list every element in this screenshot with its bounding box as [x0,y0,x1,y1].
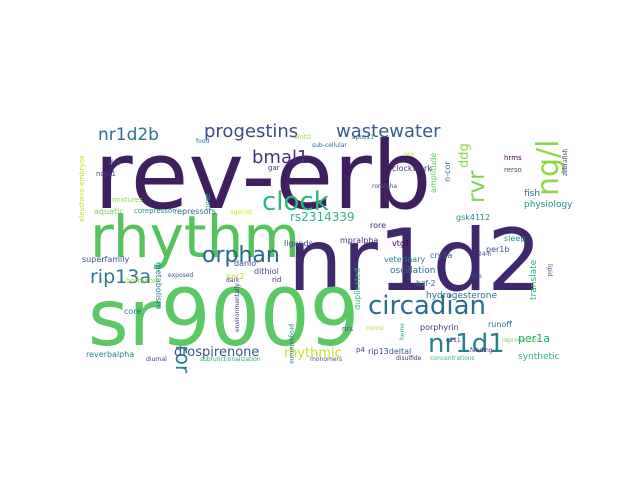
word: ng/l [531,140,566,197]
word: food [196,138,209,145]
word: sex [404,151,415,158]
word: rip13deltal [368,347,411,356]
word: zebrafish [562,148,569,176]
word: drs [108,158,121,167]
word: clock [262,187,329,217]
word: c111 [446,337,461,344]
word: heme [399,323,406,340]
word: drospirenone [174,345,259,360]
word: agonist [230,209,253,216]
word: rid [272,276,281,284]
word: nrs [342,325,353,333]
word: diurnal [146,356,167,363]
word: rhythmic [284,346,342,361]
word: ddg [457,143,472,168]
word: per2 [226,272,244,281]
word: rev-erb [94,122,432,231]
word: superfamily [82,255,129,264]
word: apoc11 [352,134,374,141]
word: danio [234,259,256,268]
word: circadian [368,291,486,321]
word: environmentally [234,283,241,332]
word: vtg1 [392,239,410,248]
word: feeding [470,347,493,354]
word: eleuthero-embryos [78,155,86,222]
word: oscillation [390,266,435,276]
word: ror [171,345,195,374]
word: cry1a [430,251,453,260]
word: rerso [504,166,522,174]
word: mixtures [112,196,143,204]
word: mimic [366,325,384,332]
word: sub-cellular [312,142,347,149]
word: dithiol [254,267,279,276]
word: hormone [126,277,157,285]
word: pose [204,193,212,210]
word: porphyrin [420,323,459,332]
word: sleep [504,234,525,243]
word: nr1d2b [98,125,159,145]
word: concentrations [430,355,475,362]
word: monomers [310,356,342,363]
word: metabolism [154,262,163,309]
word: sr9009 [88,274,359,364]
word: rore [370,221,386,230]
word: gsk4112 [456,213,490,222]
word: hydrogesterone [426,291,497,301]
word: aquatic [94,207,124,216]
word: wastewater [336,121,441,142]
word: amplitude [429,152,438,193]
word: ncor1 [96,170,116,178]
word: bmal1 [252,147,308,168]
word: disulfide [396,355,422,362]
word: rs2314339 [290,210,355,224]
word: roralpha [372,183,397,190]
word: mpralpha [340,236,378,245]
word: arntl2 [294,134,312,141]
word: fish [524,189,540,199]
word: nr1d2 [288,211,542,311]
word: exposed [168,272,193,279]
word: ligands [284,239,313,248]
word: repressors [174,207,216,216]
word: synthetic [518,352,560,362]
word: translate [529,259,539,300]
word: core [124,307,141,316]
word: clockwork [392,164,432,173]
word: reverbalpha [86,350,134,359]
word: veterinary [384,255,425,264]
word: orphan [202,243,280,268]
word: corepressor [134,207,175,215]
word: per1a [518,332,550,345]
word: gar [268,164,280,172]
word: 24-h [478,251,492,258]
word: rhythm [90,203,300,271]
word: nr1d1 [428,329,505,359]
word: n-cor [443,161,452,182]
word: physiology [524,200,573,210]
word: reproduction [502,337,540,344]
word: hre [472,273,482,280]
word: p4 [356,346,365,354]
word: rvr [464,170,490,203]
word: per1b [486,245,509,254]
word: rip13a [90,266,151,288]
word: subfunctionalization [200,356,261,363]
word: runoff [488,320,512,329]
word: duplicated [353,268,362,310]
word: dark [226,277,240,284]
word: lipid [546,264,553,277]
word: hrms [504,154,522,162]
word: hzf-2 [416,279,436,288]
word: progesterone [288,324,295,364]
word: progestins [204,121,298,142]
